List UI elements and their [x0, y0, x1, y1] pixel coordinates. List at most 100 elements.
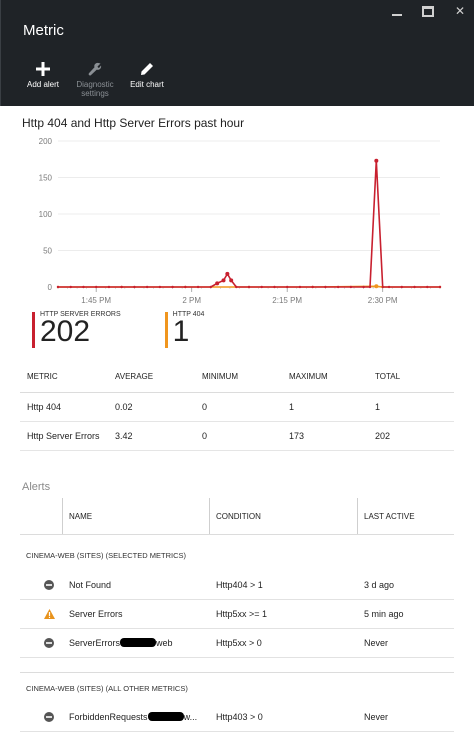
alert-row-forbiddenrequests[interactable]: ForbiddenRequests w... Http403 > 0 Never	[20, 703, 454, 732]
cell-average: 3.42	[108, 421, 195, 451]
cell-average: 0.02	[108, 392, 195, 422]
metrics-header-row: METRIC AVERAGE MINIMUM MAXIMUM TOTAL	[20, 362, 454, 393]
cell-total: 202	[368, 421, 454, 451]
data-point	[56, 285, 60, 289]
data-point	[400, 285, 403, 289]
data-point	[362, 285, 365, 289]
group-divider	[20, 672, 454, 673]
diagnostic-settings-label: Diagnostic settings	[76, 80, 114, 98]
minimize-button[interactable]	[392, 4, 408, 18]
alert-condition: Http404 > 1	[216, 580, 263, 590]
chart-area[interactable]: 0 50 100 150 200 1:45 PM 2 PM 2:15 PM 2:30 PM	[0, 134, 474, 310]
chart-legend: HTTP SERVER ERRORS 202 HTTP 404 1	[32, 310, 204, 350]
data-point	[209, 285, 212, 289]
x-tick-label: 2:30 PM	[368, 296, 398, 305]
diagnostic-settings-button[interactable]: Diagnostic settings	[69, 62, 121, 98]
alert-name-suffix: web	[156, 638, 173, 648]
blade-header: ✕ Metric Add alert Diagnostic settings E…	[0, 0, 474, 106]
data-point	[374, 284, 379, 289]
table-row[interactable]: Http Server Errors 3.42 0 173 202	[20, 421, 454, 451]
data-point	[298, 285, 302, 289]
col-condition[interactable]: CONDITION	[209, 498, 357, 534]
edit-chart-label: Edit chart	[130, 80, 164, 89]
legend-name: HTTP SERVER ERRORS	[40, 311, 121, 318]
y-tick-label: 100	[39, 210, 53, 219]
col-total: TOTAL	[368, 362, 454, 393]
alert-last-active: Never	[364, 638, 389, 648]
data-point	[311, 285, 314, 289]
close-button[interactable]: ✕	[452, 4, 468, 18]
alert-name-suffix: w...	[183, 712, 198, 722]
edit-chart-button[interactable]: Edit chart	[121, 62, 173, 98]
data-point	[196, 285, 200, 289]
alerts-header-row: NAME CONDITION LAST ACTIVE	[20, 498, 454, 534]
data-point	[107, 285, 111, 289]
blade-title: Metric	[23, 22, 64, 39]
alert-condition: Http5xx > 0	[216, 638, 262, 648]
alert-name: Server Errors	[69, 609, 123, 619]
legend-name: HTTP 404	[172, 311, 205, 318]
alert-row-not-found[interactable]: Not Found Http404 > 1 3 d ago	[20, 571, 454, 600]
col-name[interactable]: NAME	[62, 498, 208, 534]
alert-row-servererrors-web[interactable]: ServerErrors web Http5xx > 0 Never	[20, 629, 454, 658]
data-point	[413, 285, 416, 289]
col-last-active[interactable]: LAST ACTIVE	[357, 498, 454, 534]
alert-row-server-errors[interactable]: Server Errors Http5xx >= 1 5 min ago	[20, 600, 454, 629]
data-point	[229, 278, 234, 283]
data-point	[273, 285, 276, 289]
add-alert-button[interactable]: Add alert	[17, 62, 69, 98]
redaction-mark	[120, 638, 157, 647]
group-label: CINEMA-WEB (SITES) (SELECTED METRICS)	[26, 551, 187, 560]
plus-icon	[36, 62, 50, 76]
disabled-icon	[44, 638, 54, 648]
data-point	[184, 285, 187, 289]
metrics-table: METRIC AVERAGE MINIMUM MAXIMUM TOTAL Htt…	[20, 362, 454, 451]
x-tick-label: 2:15 PM	[272, 296, 302, 305]
legend-value: 202	[40, 315, 91, 348]
data-point	[349, 285, 353, 289]
cell-minimum: 0	[195, 392, 282, 422]
alert-last-active: Never	[364, 712, 389, 722]
cell-metric: Http 404	[20, 392, 108, 422]
y-tick-label: 150	[39, 174, 53, 183]
data-point	[286, 285, 289, 289]
alert-name: ForbiddenRequests w...	[69, 712, 197, 722]
table-row[interactable]: Http 404 0.02 0 1 1	[20, 392, 454, 422]
alert-name: ServerErrors web	[69, 638, 173, 648]
data-point	[438, 285, 442, 289]
window-controls: ✕	[392, 4, 468, 18]
data-point	[247, 285, 251, 289]
x-tick-label: 1:45 PM	[81, 296, 111, 305]
wrench-icon	[88, 62, 102, 76]
alert-name-prefix: ForbiddenRequests	[69, 712, 148, 722]
maximize-icon	[422, 6, 434, 17]
alert-last-active: 5 min ago	[364, 609, 404, 619]
data-point	[324, 285, 327, 289]
col-metric: METRIC	[20, 362, 108, 393]
data-point	[133, 285, 136, 289]
data-point	[95, 285, 98, 289]
legend-item-server-errors[interactable]: HTTP SERVER ERRORS 202	[32, 310, 121, 350]
alert-name: Not Found	[69, 580, 112, 590]
data-point	[260, 285, 263, 289]
data-point	[225, 271, 230, 276]
group-label: CINEMA-WEB (SITES) (ALL OTHER METRICS)	[26, 684, 188, 693]
cell-metric: Http Server Errors	[20, 421, 108, 451]
maximize-button[interactable]	[422, 4, 438, 18]
y-tick-label: 0	[48, 283, 53, 292]
col-average: AVERAGE	[108, 362, 195, 393]
data-point	[145, 285, 149, 289]
legend-value: 1	[172, 315, 190, 348]
cell-minimum: 0	[195, 421, 282, 451]
cell-total: 1	[368, 392, 454, 422]
pencil-icon	[141, 63, 153, 75]
legend-item-http-404[interactable]: HTTP 404 1	[164, 310, 205, 350]
chart-title: Http 404 and Http Server Errors past hou…	[22, 116, 245, 130]
legend-color-bar	[32, 312, 35, 348]
cell-maximum: 173	[282, 421, 368, 451]
disabled-icon	[44, 580, 54, 590]
series-line	[58, 159, 440, 288]
close-icon: ✕	[454, 4, 466, 18]
data-point	[158, 285, 162, 289]
cell-maximum: 1	[282, 392, 368, 422]
